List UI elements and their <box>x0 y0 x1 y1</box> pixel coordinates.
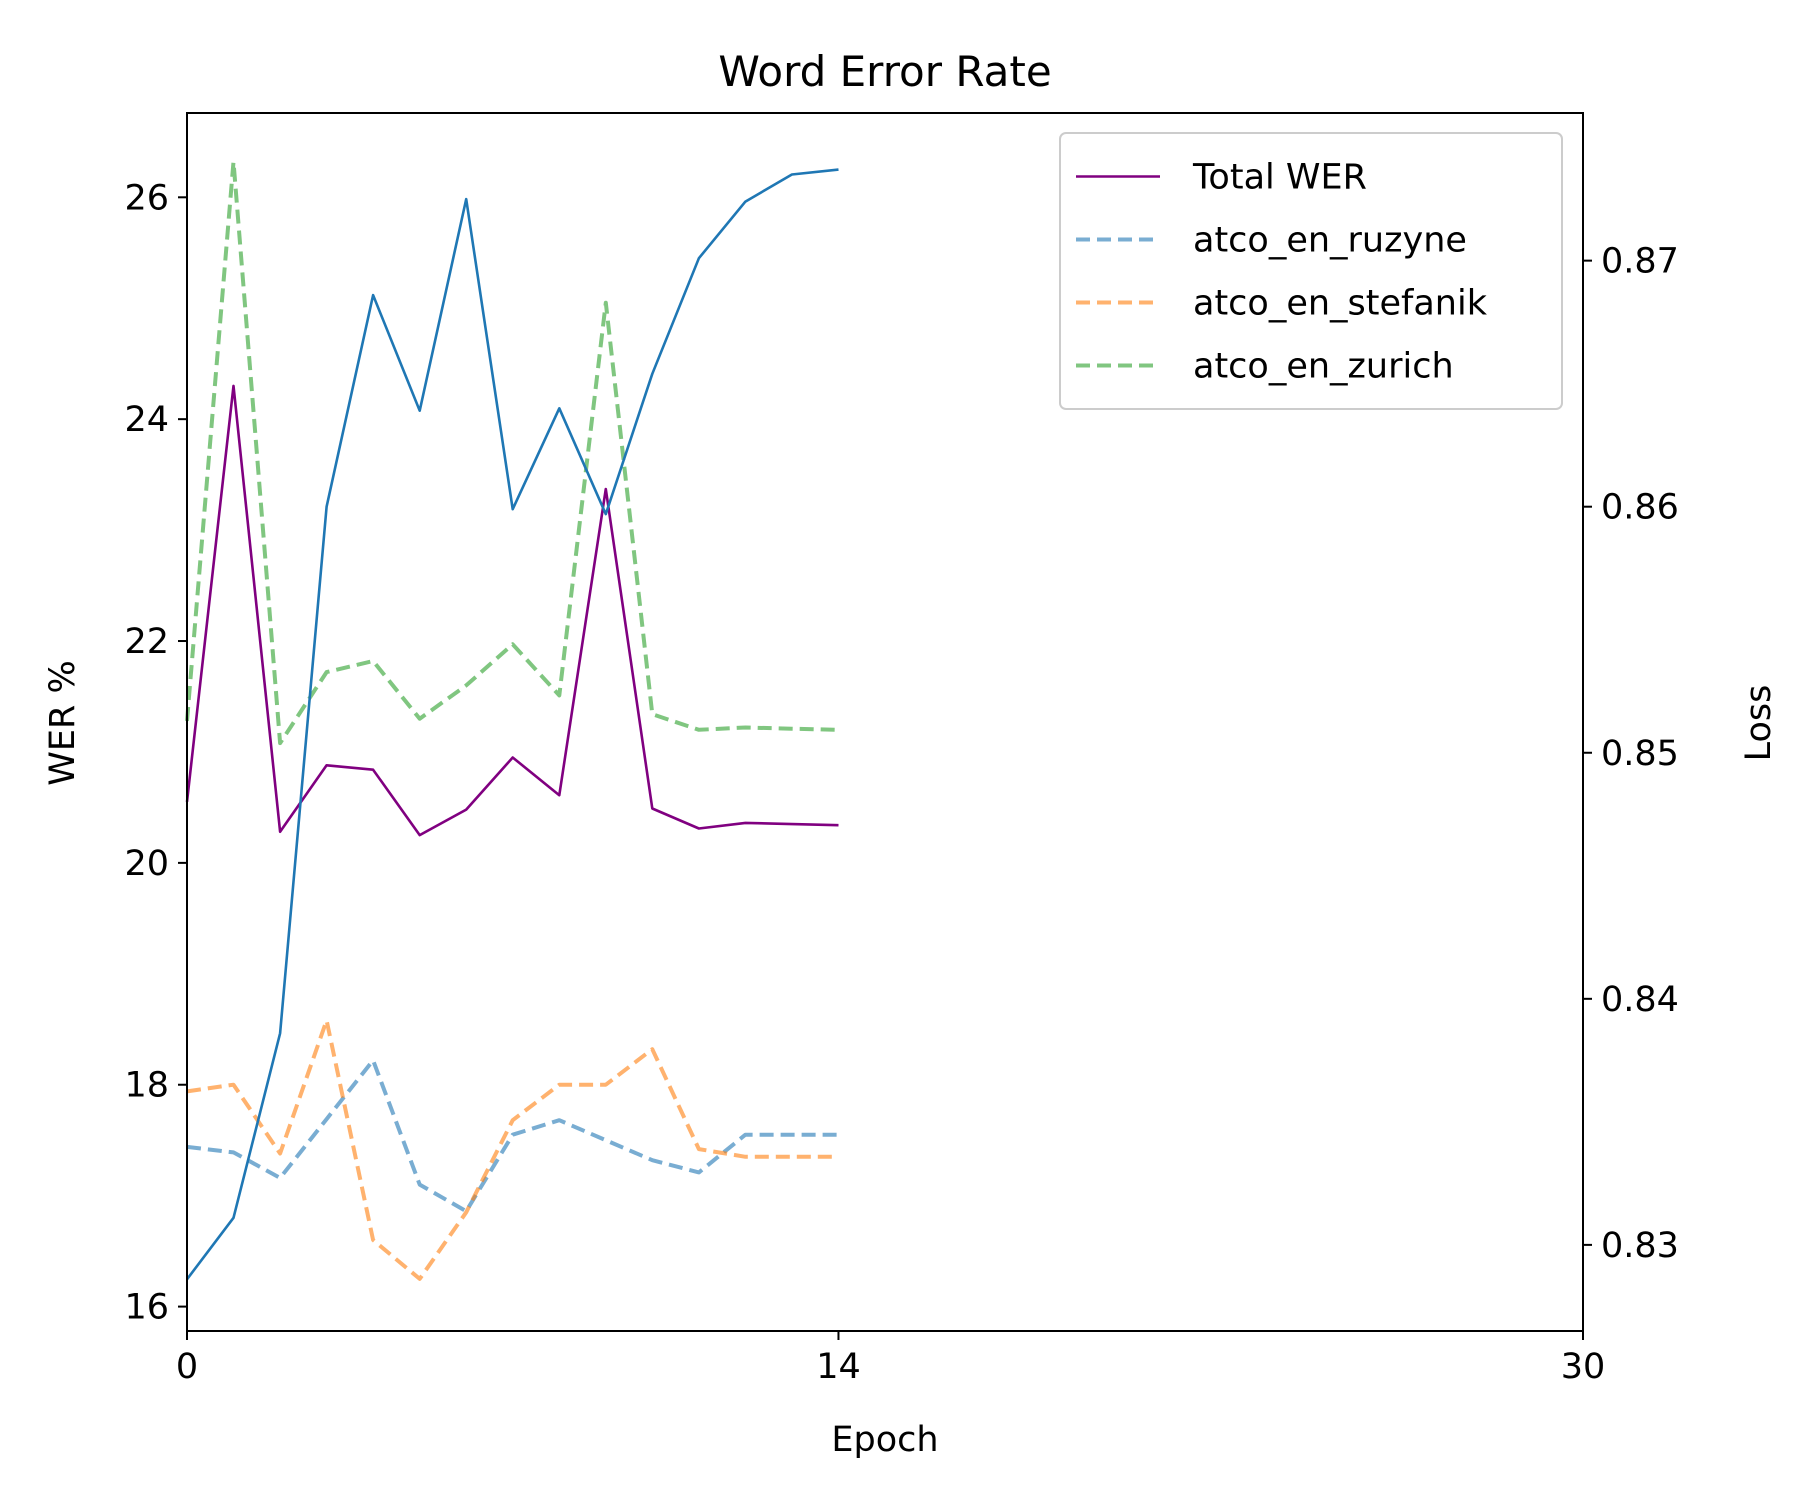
y2-tick-label: 0.85 <box>1601 734 1679 774</box>
y-tick-label: 16 <box>124 1288 169 1328</box>
chart-title: Word Error Rate <box>718 47 1051 96</box>
series-line-total-wer <box>185 384 839 837</box>
y2-tick-label: 0.83 <box>1601 1226 1679 1266</box>
y2-tick-label: 0.86 <box>1601 488 1679 528</box>
series-line-atco-en-ruzyne <box>186 1058 839 1214</box>
y-tick-label: 26 <box>124 178 169 218</box>
y-tick-label: 22 <box>124 622 169 662</box>
legend-box <box>1059 132 1563 410</box>
y-tick-label: 20 <box>124 844 169 884</box>
series-line-atco-en-stefanik <box>186 1018 839 1281</box>
x-tick-label: 30 <box>1561 1347 1606 1387</box>
legend-label-atco-en-zurich: atco_en_zurich <box>1193 347 1454 387</box>
y-tick-label: 18 <box>124 1066 169 1106</box>
y2-tick-label: 0.84 <box>1601 980 1679 1020</box>
series-line-loss <box>185 168 839 1281</box>
legend-label-total-wer: Total WER <box>1192 158 1367 198</box>
axes: 0 14 30 16 18 20 22 24 26 0.83 0.84 0.85 0.86 0.87 <box>124 112 1679 1387</box>
x-tick-label: 14 <box>816 1347 861 1387</box>
x-axis-title: Epoch <box>831 1420 938 1460</box>
y2-tick-label: 0.87 <box>1601 242 1679 282</box>
y2-axis-title: Loss <box>1739 685 1779 762</box>
series-lines <box>185 159 839 1281</box>
y-tick-label: 24 <box>124 400 169 440</box>
plot-frame <box>186 112 1584 1332</box>
legend-label-atco-en-ruzyne: atco_en_ruzyne <box>1193 221 1467 261</box>
series-line-atco-en-zurich <box>185 159 839 746</box>
y-axis-title: WER % <box>43 660 83 785</box>
x-tick-label: 0 <box>176 1347 198 1387</box>
legend: Total WER atco_en_ruzyne atco_en_stefanika… <box>1059 132 1563 410</box>
legend-label-atco-en-stefanik: atco_en_stefanik <box>1193 284 1488 324</box>
